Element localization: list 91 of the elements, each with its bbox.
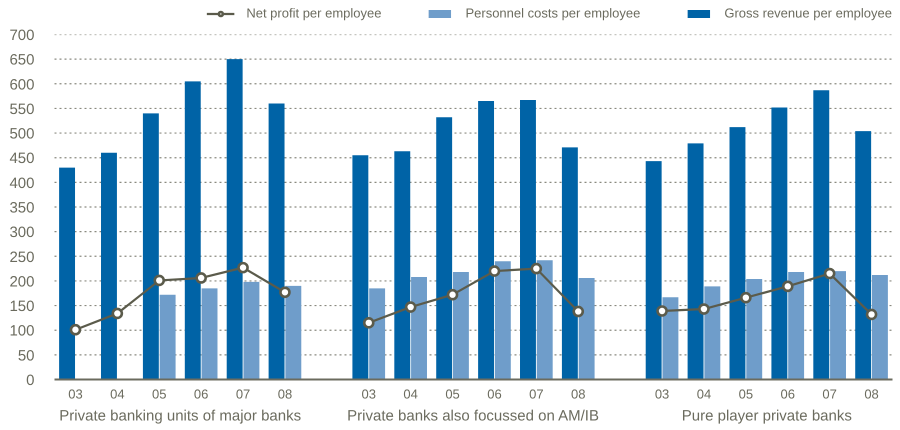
y-tick-label: 50 [18,347,35,364]
bar [285,286,302,380]
bar [394,151,410,380]
x-tick-label: 03 [362,386,376,402]
y-tick-label: 400 [9,174,35,192]
bar [746,278,762,380]
point [488,265,500,277]
text: Private banking units of major banks [59,408,302,424]
y-tick-label: 550 [9,100,35,118]
bar [243,282,260,380]
y-tick-label: 600 [9,76,35,94]
x-tick-label: 06 [194,386,208,402]
bar [452,272,469,380]
point [740,292,752,304]
x-tick-label: 07 [236,386,250,402]
bar [578,278,595,380]
point [824,268,836,280]
bar [562,147,578,380]
bar [704,286,720,380]
x-tick-label: 05 [152,386,166,402]
legend-label: Net profit per employee [246,6,382,20]
x-tick-label: 03 [654,386,670,402]
bar [688,143,704,380]
y-tick-label: 0 [26,372,34,389]
y-tick-label: 350 [9,200,35,216]
point [153,274,166,286]
y-tick-label: 650 [9,52,35,69]
bar [369,288,386,380]
point [866,308,878,320]
bar [771,107,788,380]
bar [59,168,76,380]
bar [184,81,201,380]
y-tick-label: 500 [9,126,35,143]
text: Pure player private banks [682,408,852,424]
bar [478,101,494,380]
bar [142,113,159,380]
bar [352,155,368,380]
text: Private banks also focussed on AM/IB [347,408,599,424]
y-tick-label: 700 [9,27,35,44]
point [237,262,249,274]
bar [813,90,830,380]
y-tick-label: 150 [9,298,35,316]
x-tick-label: 05 [738,386,754,402]
y-tick-label: 300 [9,224,35,242]
x-tick-label: 03 [68,386,83,402]
bar [830,271,846,380]
bar [268,104,285,380]
point [404,301,416,313]
point [195,272,207,284]
bar [536,260,553,380]
point [362,317,375,329]
x-tick-label: 07 [822,386,837,402]
x-tick-label: 06 [487,386,502,402]
point [279,286,291,298]
point [70,324,82,336]
x-tick-label: 08 [864,386,879,402]
legend-label: Personnel costs per employee [465,6,640,20]
x-tick-label: 04 [110,386,125,402]
y-tick-label: 250 [9,248,35,266]
point [782,280,794,292]
x-tick-label: 07 [529,386,544,402]
x-tick-label: 08 [278,386,292,402]
bar [160,294,176,380]
x-tick-label: 06 [780,386,795,402]
point [446,288,458,301]
bar [101,152,117,380]
bar [730,127,746,380]
bar [788,272,804,380]
x-tick-label: 05 [445,386,460,402]
point [530,262,542,274]
y-tick-label: 200 [9,273,35,290]
bar [411,276,427,380]
x-tick-label: 04 [696,386,712,402]
x-tick-label: 08 [571,386,586,402]
bar [436,117,452,380]
bar [646,161,662,380]
point [656,305,668,317]
bar [494,261,511,380]
bar [855,131,872,380]
bar [226,59,243,380]
bar [520,100,536,380]
bar [872,275,888,380]
y-tick-label: 100 [9,322,35,340]
bar [202,288,218,380]
legend-label: Gross revenue per employee [724,6,892,20]
x-tick-label: 04 [403,386,418,402]
y-tick-label: 450 [9,150,35,168]
bar [662,297,678,380]
point [112,308,124,320]
point [698,303,710,315]
point [572,306,584,318]
